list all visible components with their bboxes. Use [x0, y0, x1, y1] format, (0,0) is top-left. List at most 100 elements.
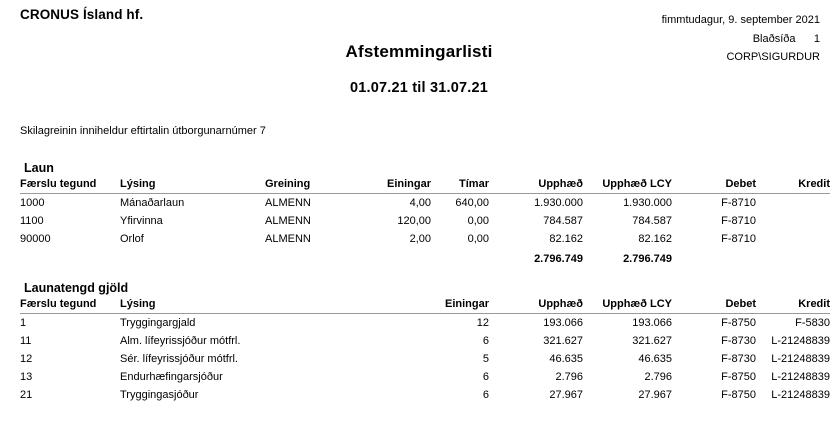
total-spacer-1	[20, 248, 120, 268]
cell-lysing: Yfirvinna	[120, 215, 163, 227]
table-total-row: 2.796.749 2.796.749	[20, 248, 830, 268]
report-date: fimmtudagur, 9. september 2021	[661, 14, 820, 26]
cell-einingar: 12	[476, 317, 489, 329]
cell-einingar: 2,00	[409, 233, 431, 245]
col-header-faerslu-tegund: Færslu tegund	[20, 297, 120, 314]
company-name: CRONUS Ísland hf.	[20, 7, 144, 22]
cell-debet: F-8750	[721, 389, 756, 401]
cell-einingar: 120,00	[397, 215, 431, 227]
cell-upphaed-lcy: 82.162	[638, 233, 672, 245]
cell-faerslu-tegund: 13	[20, 371, 33, 383]
cell-kredit: L-21248839	[771, 371, 830, 383]
total-spacer-3	[265, 248, 353, 268]
cell-lysing: Endurhæfingarsjóður	[120, 371, 223, 383]
cell-einingar: 4,00	[409, 197, 431, 209]
table-row: 1 Tryggingargjald 12 193.066 193.066 F-8…	[20, 314, 830, 333]
col-header-faerslu-tegund: Færslu tegund	[20, 177, 120, 194]
section-launatengd-gjold: Launatengd gjöld Færslu tegund Lýsing Ei…	[0, 281, 838, 404]
cell-upphaed-lcy: 193.066	[632, 317, 672, 329]
cell-lysing: Tryggingargjald	[120, 317, 196, 329]
cell-upphaed-lcy: 784.587	[632, 215, 672, 227]
cell-upphaed: 82.162	[549, 233, 583, 245]
cell-lysing: Alm. lífeyrissjóður mótfrl.	[120, 335, 241, 347]
col-header-upphaed: Upphæð	[489, 177, 583, 194]
cell-upphaed: 46.635	[549, 353, 583, 365]
report-period: 01.07.21 til 31.07.21	[349, 80, 489, 96]
cell-lysing: Tryggingasjóður	[120, 389, 199, 401]
table-row: 12 Sér. lífeyrissjóður mótfrl. 5 46.635 …	[20, 350, 830, 368]
cell-greining: ALMENN	[265, 215, 311, 227]
table-header-row: Færslu tegund Lýsing Greining Einingar T…	[20, 177, 830, 194]
cell-timar: 0,00	[467, 215, 489, 227]
report-subtitle: Skilagreinin inniheldur eftirtalin útbor…	[20, 125, 266, 137]
total-spacer-6	[672, 248, 756, 268]
col-header-upphaed: Upphæð	[489, 297, 583, 314]
cell-kredit	[756, 194, 830, 213]
table-row: 1100 Yfirvinna ALMENN 120,00 0,00 784.58…	[20, 212, 830, 230]
cell-upphaed-lcy: 27.967	[638, 389, 672, 401]
cell-debet: F-8730	[721, 353, 756, 365]
col-header-greining: Greining	[265, 177, 353, 194]
cell-upphaed: 27.967	[549, 389, 583, 401]
page-title: Afstemmingarlisti	[345, 42, 493, 61]
cell-faerslu-tegund: 12	[20, 353, 33, 365]
cell-upphaed-lcy: 46.635	[638, 353, 672, 365]
col-header-lysing: Lýsing	[120, 177, 265, 194]
cell-kredit	[756, 230, 830, 248]
total-spacer-7	[756, 248, 830, 268]
cell-kredit: L-21248839	[771, 353, 830, 365]
col-header-kredit: Kredit	[756, 297, 830, 314]
cell-kredit: L-21248839	[771, 389, 830, 401]
col-header-kredit: Kredit	[756, 177, 830, 194]
cell-faerslu-tegund: 1	[20, 317, 27, 329]
table-row: 21 Tryggingasjóður 6 27.967 27.967 F-875…	[20, 386, 830, 404]
cell-upphaed: 2.796	[555, 371, 583, 383]
cell-einingar: 6	[482, 335, 489, 347]
col-header-upphaed-lcy: Upphæð LCY	[583, 297, 672, 314]
cell-debet: F-8710	[721, 215, 756, 227]
cell-upphaed-lcy: 2.796	[644, 371, 672, 383]
cell-faerslu-tegund: 21	[20, 389, 33, 401]
cell-upphaed-lcy: 321.627	[632, 335, 672, 347]
col-header-einingar: Einingar	[411, 297, 489, 314]
cell-debet: F-8710	[721, 197, 756, 209]
cell-einingar: 6	[482, 371, 489, 383]
table-row: 1000 Mánaðarlaun ALMENN 4,00 640,00 1.93…	[20, 194, 830, 213]
total-spacer-5	[431, 248, 489, 268]
section-title: Laun	[24, 161, 54, 175]
cell-kredit: L-21248839	[771, 335, 830, 347]
cell-upphaed: 321.627	[543, 335, 583, 347]
page-indicator: Blaðsíða 1	[400, 30, 820, 49]
launatengd-gjold-table: Færslu tegund Lýsing Einingar Upphæð Upp…	[20, 297, 830, 404]
total-spacer-4	[353, 248, 431, 268]
cell-kredit: F-5830	[795, 317, 830, 329]
total-upphaed-lcy: 2.796.749	[623, 253, 672, 265]
col-header-debet: Debet	[672, 297, 756, 314]
cell-upphaed-lcy: 1.930.000	[623, 197, 672, 209]
cell-debet: F-8730	[721, 335, 756, 347]
cell-lysing: Sér. lífeyrissjóður mótfrl.	[120, 353, 238, 365]
cell-lysing: Orlof	[120, 233, 144, 245]
page-label: Blaðsíða	[752, 32, 796, 45]
table-row: 90000 Orlof ALMENN 2,00 0,00 82.162 82.1…	[20, 230, 830, 248]
cell-upphaed: 784.587	[543, 215, 583, 227]
cell-einingar: 6	[482, 389, 489, 401]
page-number: 1	[813, 32, 820, 45]
cell-greining: ALMENN	[265, 233, 311, 245]
col-header-einingar: Einingar	[353, 177, 431, 194]
user-name: CORP\SIGURDUR	[726, 51, 820, 63]
total-spacer-2	[120, 248, 265, 268]
cell-upphaed: 193.066	[543, 317, 583, 329]
total-upphaed: 2.796.749	[534, 253, 583, 265]
cell-faerslu-tegund: 1000	[20, 197, 45, 209]
section-title: Launatengd gjöld	[24, 281, 129, 295]
cell-debet: F-8750	[721, 317, 756, 329]
col-header-debet: Debet	[672, 177, 756, 194]
cell-kredit	[756, 212, 830, 230]
cell-upphaed: 1.930.000	[534, 197, 583, 209]
report-meta: fimmtudagur, 9. september 2021 Blaðsíða …	[400, 11, 820, 67]
table-header-row: Færslu tegund Lýsing Einingar Upphæð Upp…	[20, 297, 830, 314]
cell-einingar: 5	[482, 353, 489, 365]
cell-faerslu-tegund: 11	[20, 335, 32, 347]
